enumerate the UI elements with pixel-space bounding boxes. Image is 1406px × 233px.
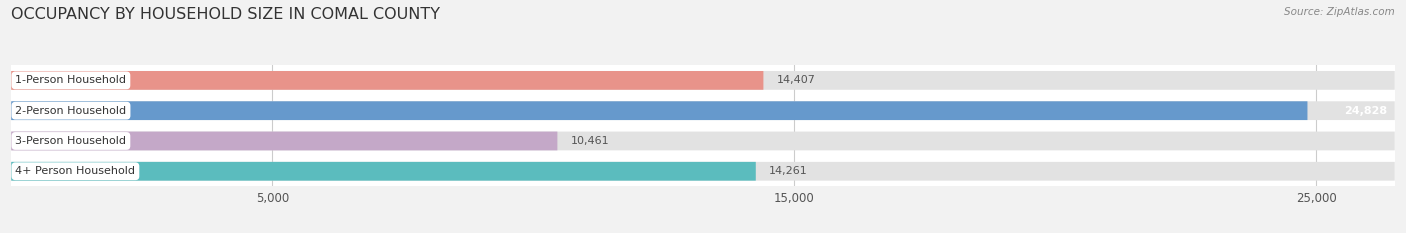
Text: 3-Person Household: 3-Person Household bbox=[15, 136, 127, 146]
Text: 14,407: 14,407 bbox=[776, 75, 815, 85]
Text: 4+ Person Household: 4+ Person Household bbox=[15, 166, 135, 176]
Text: Source: ZipAtlas.com: Source: ZipAtlas.com bbox=[1284, 7, 1395, 17]
Text: 24,828: 24,828 bbox=[1344, 106, 1386, 116]
FancyBboxPatch shape bbox=[11, 162, 1395, 181]
FancyBboxPatch shape bbox=[11, 71, 1395, 90]
FancyBboxPatch shape bbox=[11, 101, 1308, 120]
FancyBboxPatch shape bbox=[11, 101, 1395, 120]
Text: OCCUPANCY BY HOUSEHOLD SIZE IN COMAL COUNTY: OCCUPANCY BY HOUSEHOLD SIZE IN COMAL COU… bbox=[11, 7, 440, 22]
Text: 1-Person Household: 1-Person Household bbox=[15, 75, 127, 85]
Text: 2-Person Household: 2-Person Household bbox=[15, 106, 127, 116]
FancyBboxPatch shape bbox=[11, 71, 763, 90]
FancyBboxPatch shape bbox=[11, 162, 756, 181]
FancyBboxPatch shape bbox=[11, 132, 557, 150]
Text: 14,261: 14,261 bbox=[769, 166, 807, 176]
Text: 10,461: 10,461 bbox=[571, 136, 609, 146]
FancyBboxPatch shape bbox=[11, 132, 1395, 150]
